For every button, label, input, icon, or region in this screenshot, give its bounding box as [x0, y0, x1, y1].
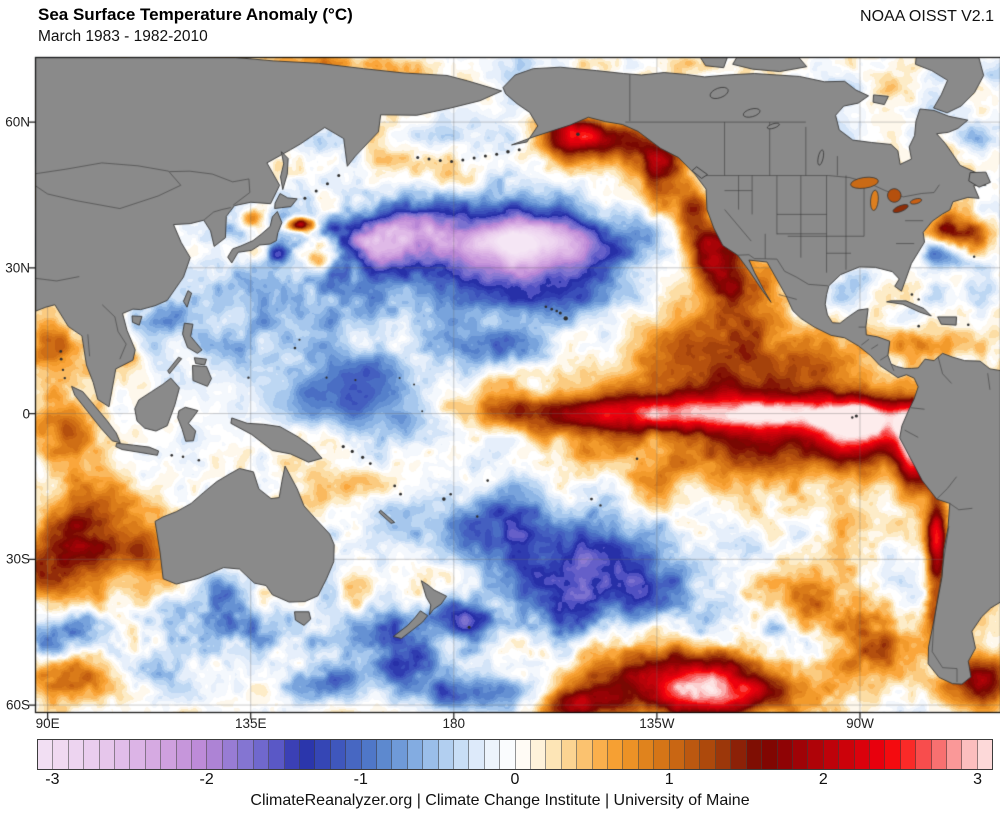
colorbar-cell [931, 740, 947, 769]
colorbar-tick-label: 2 [818, 771, 828, 788]
colorbar-tick-label: -2 [199, 771, 214, 788]
colorbar-cell [376, 740, 393, 769]
colorbar-cell [746, 740, 763, 769]
footer-credit: ClimateReanalyzer.org | Climate Change I… [250, 792, 750, 809]
colorbar-tick-label: -3 [45, 771, 60, 788]
colorbar-cell [669, 740, 686, 769]
colorbar-cell [38, 740, 54, 769]
lat-tick-label: 60S [5, 697, 30, 713]
lat-tick-label: 30S [5, 551, 30, 567]
colorbar-cell [84, 740, 100, 769]
colorbar-cell [946, 740, 963, 769]
colorbar-cell [284, 740, 300, 769]
colorbar-cell [715, 740, 732, 769]
lon-tick-label: 90E [35, 716, 60, 731]
colorbar-cell [592, 740, 609, 769]
colorbar-cell [808, 740, 824, 769]
colorbar-cell [176, 740, 193, 769]
colorbar-cell [531, 740, 547, 769]
colorbar-tick-label: 1 [664, 771, 674, 788]
lat-tick-label: 30N [5, 260, 30, 276]
lon-tick-label: 90W [846, 716, 874, 731]
colorbar-cell [762, 740, 778, 769]
lon-tick-label: 135W [639, 716, 675, 731]
colorbar-cell [654, 740, 670, 769]
colorbar-cell [916, 740, 932, 769]
colorbar-tick-label: 0 [510, 771, 520, 788]
colorbar-cell [792, 740, 809, 769]
lat-tick-label: 60N [5, 114, 30, 130]
colorbar-cell [392, 740, 408, 769]
colorbar-cell [361, 740, 377, 769]
colorbar-cell [500, 740, 516, 769]
colorbar-cell [900, 740, 917, 769]
colorbar-cell [484, 740, 501, 769]
colorbar-cell [99, 740, 116, 769]
colorbar-cell [68, 740, 85, 769]
colorbar-cell [161, 740, 177, 769]
colorbar-cell [700, 740, 716, 769]
colorbar-cell [977, 740, 993, 769]
lon-tick-label: 135E [234, 716, 267, 731]
colorbar-cell [546, 740, 562, 769]
colorbar-cell [407, 740, 424, 769]
colorbar-cell [145, 740, 162, 769]
colorbar-cell [685, 740, 701, 769]
colorbar-tick-label: -1 [353, 771, 368, 788]
colorbar-cell [623, 740, 639, 769]
colorbar-cell [777, 740, 793, 769]
colorbar-cell [192, 740, 208, 769]
colorbar-cell [130, 740, 146, 769]
colorbar-cell [222, 740, 239, 769]
colorbar-cell [469, 740, 485, 769]
colorbar-cell [839, 740, 855, 769]
colorbar-cell [346, 740, 362, 769]
colorbar-cell [269, 740, 285, 769]
colorbar-cell [823, 740, 840, 769]
colorbar-cell [731, 740, 747, 769]
colorbar-cell [253, 740, 270, 769]
colorbar-cell [438, 740, 454, 769]
colorbar-cell [962, 740, 978, 769]
colorbar-cell [577, 740, 593, 769]
colorbar-cell [854, 740, 870, 769]
colorbar-cell [423, 740, 439, 769]
colorbar-cell [115, 740, 131, 769]
lat-tick-label: 0 [22, 406, 30, 422]
colorbar-cell [869, 740, 886, 769]
colorbar-cell [638, 740, 655, 769]
lon-tick-label: 180 [442, 716, 466, 731]
colorbar-cell [53, 740, 69, 769]
colorbar-cell [238, 740, 254, 769]
colorbar-cell [561, 740, 578, 769]
colorbar-cell [885, 740, 901, 769]
colorbar-cell [207, 740, 223, 769]
colorbar-tick-label: 3 [973, 771, 983, 788]
colorbar [37, 739, 993, 770]
colorbar-cell [299, 740, 316, 769]
colorbar-cell [515, 740, 531, 769]
colorbar-cell [330, 740, 347, 769]
colorbar-cell [453, 740, 470, 769]
colorbar-cell [608, 740, 624, 769]
colorbar-cell [315, 740, 331, 769]
